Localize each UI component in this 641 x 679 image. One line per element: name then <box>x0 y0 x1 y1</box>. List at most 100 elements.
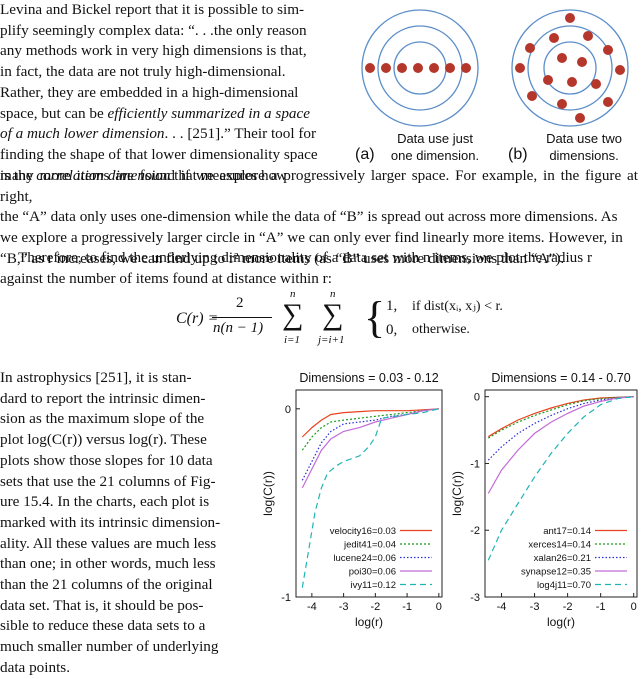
case1-condition: if dist(xᵢ, xⱼ) < r. <box>412 299 503 314</box>
case1-value: 1, <box>386 298 398 314</box>
emphasis: correlation dimension <box>36 166 171 184</box>
x-axis-label: log(r) <box>547 615 575 629</box>
legend-label: velocity16=0.03 <box>330 526 396 537</box>
text-line: any methods work in very high dimensions… <box>0 42 307 60</box>
emphasis: of a much lower dimension <box>0 125 165 143</box>
fraction-bar <box>212 317 272 318</box>
y-tick-label: -1 <box>470 458 480 470</box>
sum2-top: n <box>330 288 336 300</box>
series-line <box>301 408 439 438</box>
text-line: “B,” as r increases, we can find up to r… <box>0 249 565 267</box>
equation-lhs: C(r) = <box>176 310 219 327</box>
text-line: marked with its intrinsic dimension- <box>0 513 221 531</box>
sum1-symbol: ∑ <box>282 298 304 331</box>
series-line <box>487 396 634 561</box>
intro-paragraph-continued: many more items are found if we explore … <box>0 166 638 270</box>
legend-label: jedit41=0.04 <box>343 540 396 551</box>
x-tick-label: -2 <box>563 601 573 613</box>
chart-title: Dimensions = 0.14 - 0.70 <box>491 371 630 385</box>
text-line: of a much lower dimension. . . [251].” T… <box>0 125 317 143</box>
text-line: sets that use the 21 columns of Fig- <box>0 472 216 490</box>
text-line: ure 15.4. In the charts, each plot is <box>0 493 210 511</box>
series-line <box>301 408 439 489</box>
cases-brace: { <box>364 293 386 342</box>
legend-label: ivy11=0.12 <box>350 580 396 591</box>
text-line: In astrophysics [251], it is stan- <box>0 369 192 386</box>
text-line: is the correlation dimension that measur… <box>0 166 288 184</box>
series-line <box>301 408 439 451</box>
x-axis-label: log(r) <box>355 615 383 629</box>
x-tick-label: -2 <box>370 601 380 613</box>
text-line: much smaller number of underlying <box>0 638 219 656</box>
text-line: data points. <box>0 658 71 676</box>
case2-condition: otherwise. <box>412 322 470 337</box>
correlation-equation: C(r) = 2 n(n − 1) n ∑ i=1 n ∑ j=i+1 { 1,… <box>0 288 641 354</box>
text-line: many more items are found if we explore … <box>0 167 638 205</box>
legend-label: poi30=0.06 <box>349 567 396 578</box>
y-tick-label: -1 <box>281 592 291 604</box>
text-line: than the 21 columns of the original <box>0 576 213 594</box>
legend-label: lucene24=0.06 <box>333 553 396 564</box>
circle-b-middle <box>527 25 613 111</box>
text-line: Therefore, to find the underlying dimens… <box>18 249 593 266</box>
legend-label: xalan26=0.21 <box>534 553 591 564</box>
chart-right: Dimensions = 0.14 - 0.70 -4 -3 -2 -1 0 0 -1 -2 -3… <box>450 371 638 629</box>
text-line: plot log(C(r)) versus log(r). These <box>0 431 207 449</box>
y-tick-label: 0 <box>285 404 291 416</box>
intro-paragraph: Levina and Bickel report that it is poss… <box>0 0 346 186</box>
fraction-denominator: n(n − 1) <box>213 320 264 336</box>
fraction-numerator: 2 <box>236 295 244 311</box>
legend-label: xerces14=0.14 <box>528 540 591 551</box>
circle-b-outer <box>511 9 629 127</box>
series-line <box>487 396 634 461</box>
sum1-top: n <box>290 288 296 300</box>
x-tick-label: 0 <box>631 601 637 613</box>
y-axis-label: log(C(r)) <box>261 471 275 516</box>
y-axis-label: log(C(r)) <box>450 471 464 516</box>
text-line: data set. That is, it should be pos- <box>0 596 204 614</box>
y-tick-label: -3 <box>470 592 480 604</box>
x-tick-label: -1 <box>402 601 412 613</box>
chart-title: Dimensions = 0.03 - 0.12 <box>299 371 438 385</box>
series-line <box>487 396 634 494</box>
figure-b-caption: Data use two dimensions. <box>546 131 622 163</box>
method-paragraph: Therefore, to find the underlying dimens… <box>0 248 638 289</box>
text-line: the “A” data only uses one-dimension whi… <box>0 208 618 226</box>
sum2-bottom: j=i+1 <box>318 334 345 346</box>
x-tick-label: -4 <box>307 601 317 613</box>
text-line: in fact, the data are not truly high-dim… <box>0 63 286 81</box>
circle-b-inner <box>543 41 597 95</box>
text-line: against the number of items found at dis… <box>0 269 332 287</box>
plot-frame <box>484 389 638 598</box>
text-line: sion as the maximum slope of the <box>0 410 205 428</box>
series-line <box>487 396 634 439</box>
sum1-bottom: i=1 <box>284 334 300 346</box>
chart-left: Dimensions = 0.03 - 0.12 -4 -3 -2 -1 0 0 -1 log(… <box>261 371 443 629</box>
series-line <box>301 408 439 588</box>
figure-a-points <box>365 63 471 73</box>
x-tick-label: -4 <box>497 601 507 613</box>
astrophysics-paragraph: In astrophysics [251], it is stan- dard … <box>0 368 228 679</box>
text-line: finding the shape of that lower dimensio… <box>0 145 318 163</box>
x-tick-label: 0 <box>436 601 442 613</box>
legend-label: ant17=0.14 <box>543 526 591 537</box>
y-tick-label: 0 <box>474 392 480 404</box>
sum2-symbol: ∑ <box>322 298 344 331</box>
case2-value: 0, <box>386 322 398 338</box>
text-line: we explore a progressively larger circle… <box>0 229 623 247</box>
figure-a-label: (a) <box>355 146 375 163</box>
figure-b-circles <box>511 9 629 127</box>
text-line: than one; in other words, much less <box>0 555 216 573</box>
circle-a-outer <box>361 9 479 127</box>
figure-a-caption: Data use just one dimension. <box>390 131 480 163</box>
legend-label: log4j11=0.70 <box>537 580 591 591</box>
dimension-figure <box>361 9 629 127</box>
text-line: Levina and Bickel report that it is poss… <box>0 1 305 18</box>
text-line: dard to report the intrinsic dimen- <box>0 389 206 407</box>
text-line: plify seemingly complex data: “. . .the … <box>0 21 307 39</box>
text-line: ality. All these values are much less <box>0 534 217 552</box>
plot-frame <box>295 389 443 598</box>
emphasis: efficiently summarized in a space <box>107 104 310 122</box>
x-tick-label: -3 <box>530 601 540 613</box>
text-line: Rather, they are embedded in a high-dime… <box>0 83 299 101</box>
